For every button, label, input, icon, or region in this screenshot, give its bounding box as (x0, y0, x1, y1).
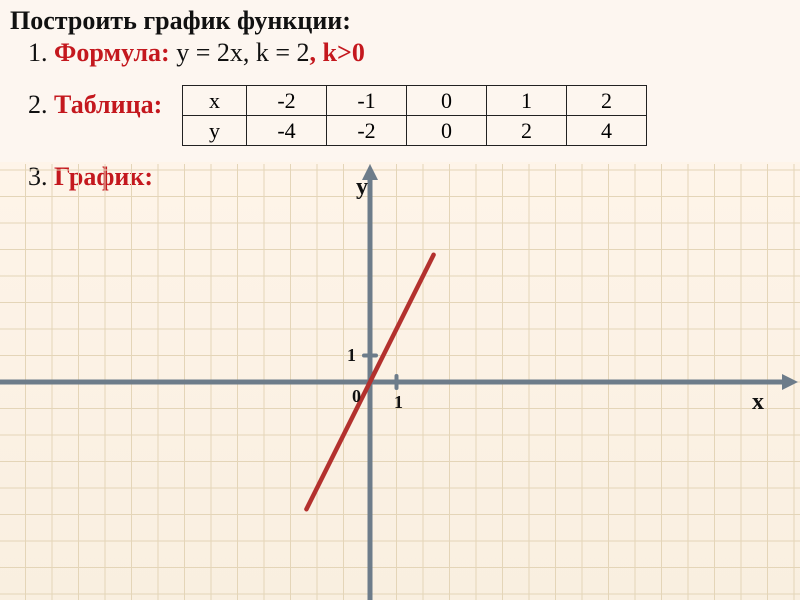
table-cell: 2 (567, 86, 647, 116)
axis-origin-label: 0 (352, 386, 361, 407)
table-cell: -1 (327, 86, 407, 116)
axis-tick-y1: 1 (347, 345, 356, 366)
item2-prefix: 2. (28, 90, 54, 119)
item-formula-line: 1. Формула: у = 2х, k = 2, k>0 (0, 36, 800, 68)
table-header-y: у (183, 116, 247, 146)
table-cell: 0 (407, 86, 487, 116)
table-cell: -4 (247, 116, 327, 146)
item1-prefix: 1. (28, 38, 54, 67)
axis-tick-x1: 1 (394, 392, 403, 413)
table-cell: -2 (247, 86, 327, 116)
table-cell: -2 (327, 116, 407, 146)
table-cell: 1 (487, 86, 567, 116)
axis-label-x: х (752, 389, 764, 416)
table-header-x: х (183, 86, 247, 116)
chart-svg (0, 164, 800, 600)
page-title: Построить график функции: (10, 6, 351, 35)
axis-label-y: у (356, 174, 368, 201)
values-table: х -2 -1 0 1 2 у -4 -2 0 2 4 (182, 85, 647, 146)
table-cell: 2 (487, 116, 567, 146)
table-cell: 4 (567, 116, 647, 146)
item1-cond: , k>0 (310, 38, 365, 67)
item2-label: Таблица: (54, 90, 162, 119)
table-cell: 0 (407, 116, 487, 146)
item1-formula: у = 2х, k = 2 (170, 38, 310, 67)
item1-label: Формула: (54, 38, 170, 67)
chart-area: у х 0 1 1 (0, 164, 800, 600)
